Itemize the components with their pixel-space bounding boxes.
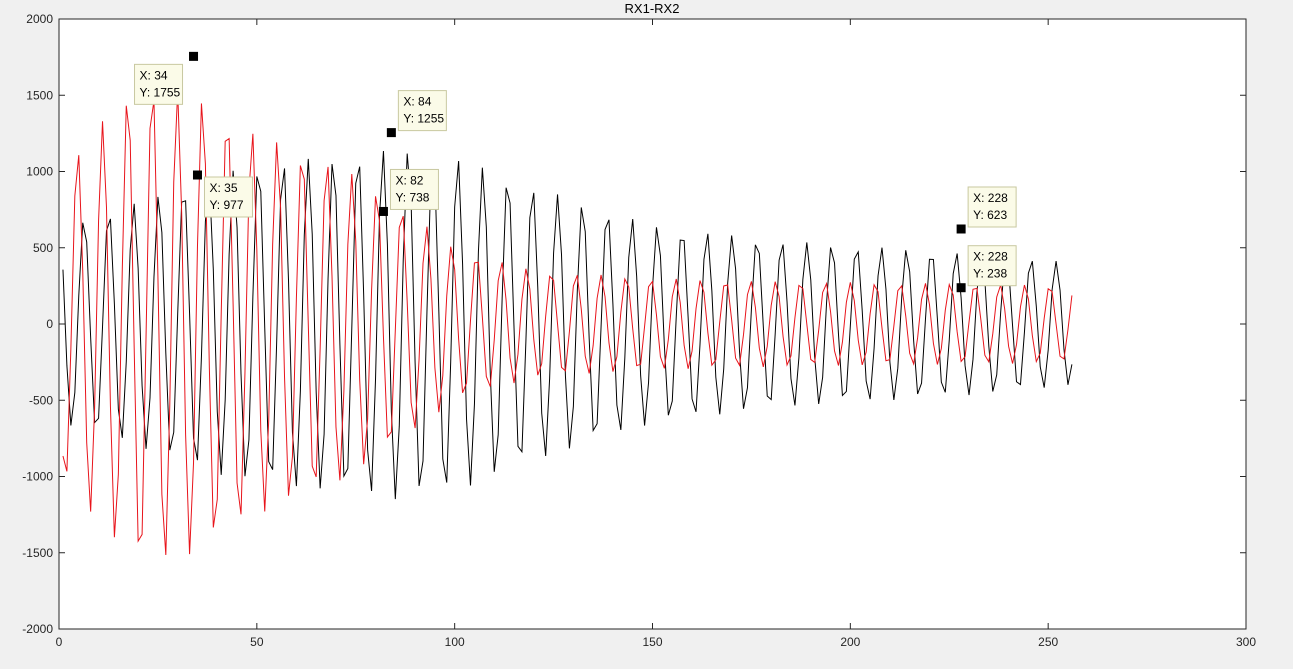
- y-tick-label: 2000: [26, 12, 53, 26]
- datatip-marker[interactable]: [386, 128, 396, 138]
- y-tick-label: 500: [33, 241, 53, 255]
- y-tick-label: 1000: [26, 165, 53, 179]
- x-tick-label: 100: [445, 635, 465, 649]
- datatip-box: [967, 245, 1017, 287]
- datatip-4[interactable]: X: 82 Y: 738: [378, 168, 439, 216]
- datatip-marker[interactable]: [956, 283, 966, 293]
- datatip-6[interactable]: X: 228 Y: 238: [956, 245, 1017, 293]
- y-tick-label: -1500: [22, 546, 53, 560]
- datatip-box: [397, 90, 447, 132]
- x-tick-label: 150: [642, 635, 662, 649]
- axes-background: [58, 18, 1247, 630]
- datatip-box: [389, 168, 439, 210]
- chart-title: RX1-RX2: [625, 1, 680, 16]
- x-tick-label: 0: [56, 635, 63, 649]
- datatip-y-label: Y: 623: [973, 208, 1007, 222]
- series-line-2: [62, 90, 1073, 555]
- x-tick-label: 200: [840, 635, 860, 649]
- datatip-x-label: X: 84: [403, 95, 431, 109]
- datatip-box: [203, 176, 253, 218]
- datatip-marker[interactable]: [192, 170, 202, 180]
- y-tick-label: 0: [46, 317, 53, 331]
- datatip-x-label: X: 82: [395, 173, 423, 187]
- y-tick-label: -2000: [22, 622, 53, 636]
- datatip-y-label: Y: 1255: [403, 112, 444, 126]
- datatip-x-label: X: 228: [973, 191, 1008, 205]
- axis-ticks: 0 50 100 150 200 250 300 -2000 -1500 -1000 -500 0 50…: [22, 12, 1256, 649]
- datatip-y-label: Y: 238: [973, 267, 1007, 281]
- y-tick-label: 1500: [26, 88, 53, 102]
- datatip-marker[interactable]: [378, 206, 388, 216]
- datatip-1[interactable]: X: 34 Y: 1755: [134, 51, 199, 105]
- datatip-box: [967, 186, 1017, 228]
- x-tick-label: 50: [250, 635, 264, 649]
- datatip-x-label: X: 228: [973, 250, 1008, 264]
- datatips-layer: X: 34 Y: 1755 X: 35 Y: 977 X: 84 Y: 1255 X: 82…: [134, 51, 1017, 293]
- y-tick-label: -1000: [22, 470, 53, 484]
- x-tick-label: 300: [1236, 635, 1256, 649]
- datatip-x-label: X: 35: [209, 181, 237, 195]
- y-tick-label: -500: [29, 393, 53, 407]
- datatip-x-label: X: 34: [140, 68, 168, 82]
- datatip-5[interactable]: X: 228 Y: 623: [956, 186, 1017, 234]
- datatip-marker[interactable]: [956, 224, 966, 234]
- datatip-marker[interactable]: [189, 51, 199, 61]
- datatip-box: [134, 63, 184, 105]
- datatip-y-label: Y: 738: [395, 190, 429, 204]
- datatip-y-label: Y: 977: [209, 198, 243, 212]
- datatip-2[interactable]: X: 35 Y: 977: [192, 170, 253, 218]
- datatip-3[interactable]: X: 84 Y: 1255: [386, 90, 447, 138]
- x-tick-label: 250: [1038, 635, 1058, 649]
- datatip-y-label: Y: 1755: [140, 85, 181, 99]
